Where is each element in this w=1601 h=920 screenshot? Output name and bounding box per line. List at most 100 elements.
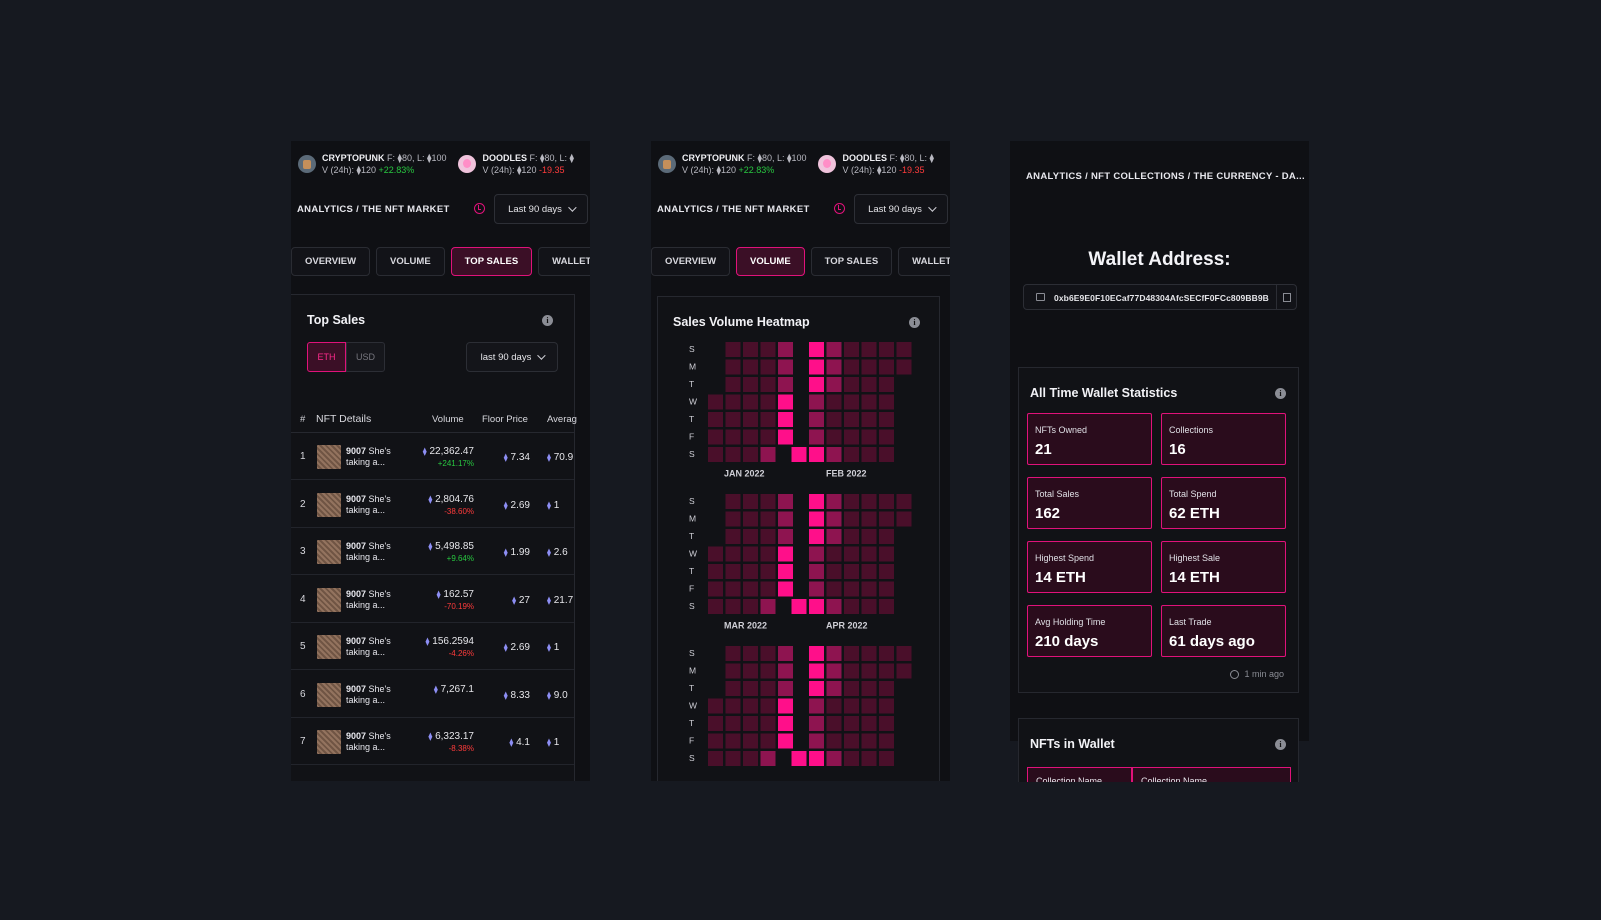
heatmap-cell[interactable] — [844, 663, 859, 679]
heatmap-cell[interactable] — [826, 751, 842, 766]
heatmap-cell[interactable] — [725, 733, 741, 749]
heatmap-cell[interactable] — [844, 546, 859, 562]
heatmap-cell[interactable] — [844, 394, 859, 410]
heatmap-cell[interactable] — [896, 663, 912, 679]
heatmap-cell[interactable] — [760, 394, 776, 410]
heatmap-cell[interactable] — [861, 646, 877, 661]
heatmap-cell[interactable] — [778, 529, 793, 544]
heatmap-cell[interactable] — [879, 599, 894, 614]
heatmap-cell[interactable] — [743, 511, 758, 527]
heatmap-cell[interactable] — [826, 394, 842, 410]
heatmap-cell[interactable] — [826, 429, 842, 445]
heatmap-cell[interactable] — [725, 429, 741, 445]
heatmap-cell[interactable] — [778, 564, 793, 579]
heatmap-cell[interactable] — [778, 546, 793, 562]
heatmap-cell[interactable] — [708, 564, 723, 579]
heatmap-cell[interactable] — [826, 663, 842, 679]
heatmap-cell[interactable] — [844, 494, 859, 509]
heatmap-cell[interactable] — [743, 751, 758, 766]
heatmap-cell[interactable] — [743, 546, 758, 562]
wallet-address-field[interactable]: 0xb6E9E0F10ECaf77D48304AfcSECfF0FCc809BB… — [1023, 284, 1297, 310]
info-icon[interactable]: i — [1275, 388, 1286, 399]
heatmap-cell[interactable] — [760, 412, 776, 427]
tab-top-sales[interactable]: TOP SALES — [810, 247, 893, 276]
heatmap-cell[interactable] — [778, 663, 793, 679]
heatmap-cell[interactable] — [809, 511, 824, 527]
heatmap-cell[interactable] — [725, 581, 741, 597]
heatmap-cell[interactable] — [760, 494, 776, 509]
heatmap-cell[interactable] — [778, 581, 793, 597]
heatmap-cell[interactable] — [809, 412, 824, 427]
heatmap-cell[interactable] — [809, 599, 824, 614]
heatmap-cell[interactable] — [844, 751, 859, 766]
heatmap-cell[interactable] — [743, 359, 758, 375]
heatmap-cell[interactable] — [725, 546, 741, 562]
heatmap-cell[interactable] — [791, 751, 807, 766]
heatmap-cell[interactable] — [861, 429, 877, 445]
heatmap-cell[interactable] — [809, 342, 824, 357]
heatmap-cell[interactable] — [809, 529, 824, 544]
heatmap-cell[interactable] — [809, 494, 824, 509]
heatmap-cell[interactable] — [778, 733, 793, 749]
heatmap-cell[interactable] — [778, 681, 793, 696]
heatmap-cell[interactable] — [826, 581, 842, 597]
heatmap-cell[interactable] — [844, 359, 859, 375]
heatmap-cell[interactable] — [725, 698, 741, 714]
heatmap-cell[interactable] — [743, 394, 758, 410]
heatmap-cell[interactable] — [879, 698, 894, 714]
heatmap-cell[interactable] — [844, 564, 859, 579]
heatmap-cell[interactable] — [725, 529, 741, 544]
heatmap-cell[interactable] — [879, 733, 894, 749]
heatmap-cell[interactable] — [826, 546, 842, 562]
heatmap-cell[interactable] — [778, 342, 793, 357]
heatmap-cell[interactable] — [844, 681, 859, 696]
heatmap-cell[interactable] — [809, 698, 824, 714]
heatmap-cell[interactable] — [778, 646, 793, 661]
table-row[interactable]: 7 9007 She's taking a... ⧫ 6,323.17 -8.38% ⧫ … — [291, 718, 574, 765]
heatmap-cell[interactable] — [743, 494, 758, 509]
heatmap-cell[interactable] — [809, 733, 824, 749]
heatmap-cell[interactable] — [743, 646, 758, 661]
heatmap-cell[interactable] — [861, 494, 877, 509]
heatmap-cell[interactable] — [861, 681, 877, 696]
heatmap-cell[interactable] — [844, 716, 859, 731]
heatmap-cell[interactable] — [760, 681, 776, 696]
heatmap-cell[interactable] — [725, 342, 741, 357]
heatmap-cell[interactable] — [760, 546, 776, 562]
tab-volume[interactable]: VOLUME — [376, 247, 445, 276]
heatmap-cell[interactable] — [725, 564, 741, 579]
heatmap-cell[interactable] — [760, 342, 776, 357]
heatmap-cell[interactable] — [809, 751, 824, 766]
heatmap-cell[interactable] — [844, 733, 859, 749]
heatmap-cell[interactable] — [760, 599, 776, 614]
usd-toggle-button[interactable]: USD — [346, 342, 385, 372]
heatmap-cell[interactable] — [725, 359, 741, 375]
heatmap-cell[interactable] — [809, 359, 824, 375]
heatmap-cell[interactable] — [743, 599, 758, 614]
heatmap-cell[interactable] — [844, 377, 859, 392]
heatmap-cell[interactable] — [725, 599, 741, 614]
copy-icon[interactable] — [1276, 285, 1296, 309]
heatmap-cell[interactable] — [760, 447, 776, 462]
ticker-item[interactable]: DOODLES F: ⧫80, L: ⧫ V (24h): ⧫120 -19.3… — [458, 150, 574, 178]
heatmap-cell[interactable] — [708, 733, 723, 749]
heatmap-cell[interactable] — [844, 511, 859, 527]
ticker-item[interactable]: CRYPTOPUNK F: ⧫80, L: ⧫100 V (24h): ⧫120… — [658, 150, 806, 178]
heatmap-cell[interactable] — [809, 646, 824, 661]
heatmap-cell[interactable] — [861, 546, 877, 562]
heatmap-cell[interactable] — [879, 342, 894, 357]
heatmap-cell[interactable] — [791, 599, 807, 614]
heatmap-cell[interactable] — [879, 511, 894, 527]
heatmap-cell[interactable] — [879, 546, 894, 562]
heatmap-cell[interactable] — [826, 494, 842, 509]
heatmap-cell[interactable] — [861, 359, 877, 375]
heatmap-cell[interactable] — [861, 511, 877, 527]
heatmap-cell[interactable] — [879, 681, 894, 696]
heatmap-cell[interactable] — [844, 599, 859, 614]
heatmap-cell[interactable] — [760, 359, 776, 375]
heatmap-cell[interactable] — [778, 359, 793, 375]
tab-overview[interactable]: OVERVIEW — [651, 247, 731, 276]
heatmap-cell[interactable] — [861, 564, 877, 579]
heatmap-cell[interactable] — [896, 646, 912, 661]
tab-overview[interactable]: OVERVIEW — [291, 247, 371, 276]
